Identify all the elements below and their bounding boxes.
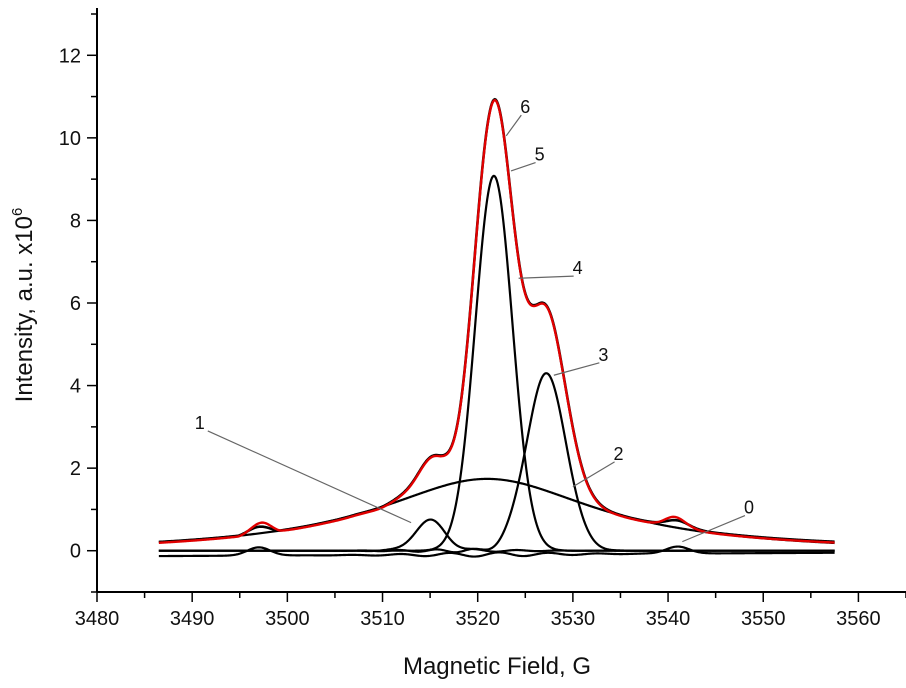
y-tick-label: 10 (59, 128, 81, 150)
x-tick-label: 3530 (551, 608, 596, 630)
annotation-label-3: 3 (598, 345, 608, 365)
curve-6-fit-sum (158, 97, 835, 544)
y-tick-label: 8 (70, 210, 81, 232)
y-tick-label: 12 (59, 45, 81, 67)
annotation-label-6: 6 (520, 97, 530, 117)
x-tick-label: 3500 (265, 608, 310, 630)
x-tick-label: 3540 (646, 608, 691, 630)
x-tick-label: 3550 (741, 608, 786, 630)
y-tick-label: 0 (70, 541, 81, 563)
annotation-leader-4 (518, 275, 574, 279)
curve-5-experimental (158, 98, 835, 544)
x-tick-label: 3520 (455, 608, 500, 630)
annotation-leader-2 (572, 461, 615, 488)
x-tick-label: 3490 (170, 608, 215, 630)
y-axis-title: Intensity, a.u. x106 (9, 208, 38, 403)
curve-4 (158, 174, 835, 552)
curves (158, 97, 835, 558)
annotation-leader-6 (505, 114, 522, 137)
y-axis-exponent: 6 (9, 208, 26, 216)
curve-annotations: 0 1 2 3 4 5 6 (195, 97, 754, 543)
curve-2 (158, 477, 835, 545)
annotation-label-1: 1 (195, 413, 205, 433)
y-tick-label: 2 (70, 458, 81, 480)
annotation-leader-1 (207, 430, 412, 524)
axes: 3480 3490 3500 3510 3520 3530 3540 3550 35600246… (59, 8, 906, 630)
annotation-label-2: 2 (614, 444, 624, 464)
x-axis-title: Magnetic Field, G (403, 653, 591, 680)
x-tick-label: 3480 (75, 608, 120, 630)
annotation-label-5: 5 (535, 145, 545, 165)
x-tick-label: 3560 (836, 608, 881, 630)
annotation-label-0: 0 (744, 498, 754, 518)
annotation-leader-3 (553, 362, 600, 376)
x-tick-label: 3510 (360, 608, 405, 630)
annotation-leader-5 (510, 161, 536, 172)
y-tick-label: 6 (70, 293, 81, 315)
y-tick-label: 4 (70, 376, 81, 398)
annotation-label-4: 4 (573, 258, 583, 278)
annotation-leader-0 (682, 515, 746, 543)
